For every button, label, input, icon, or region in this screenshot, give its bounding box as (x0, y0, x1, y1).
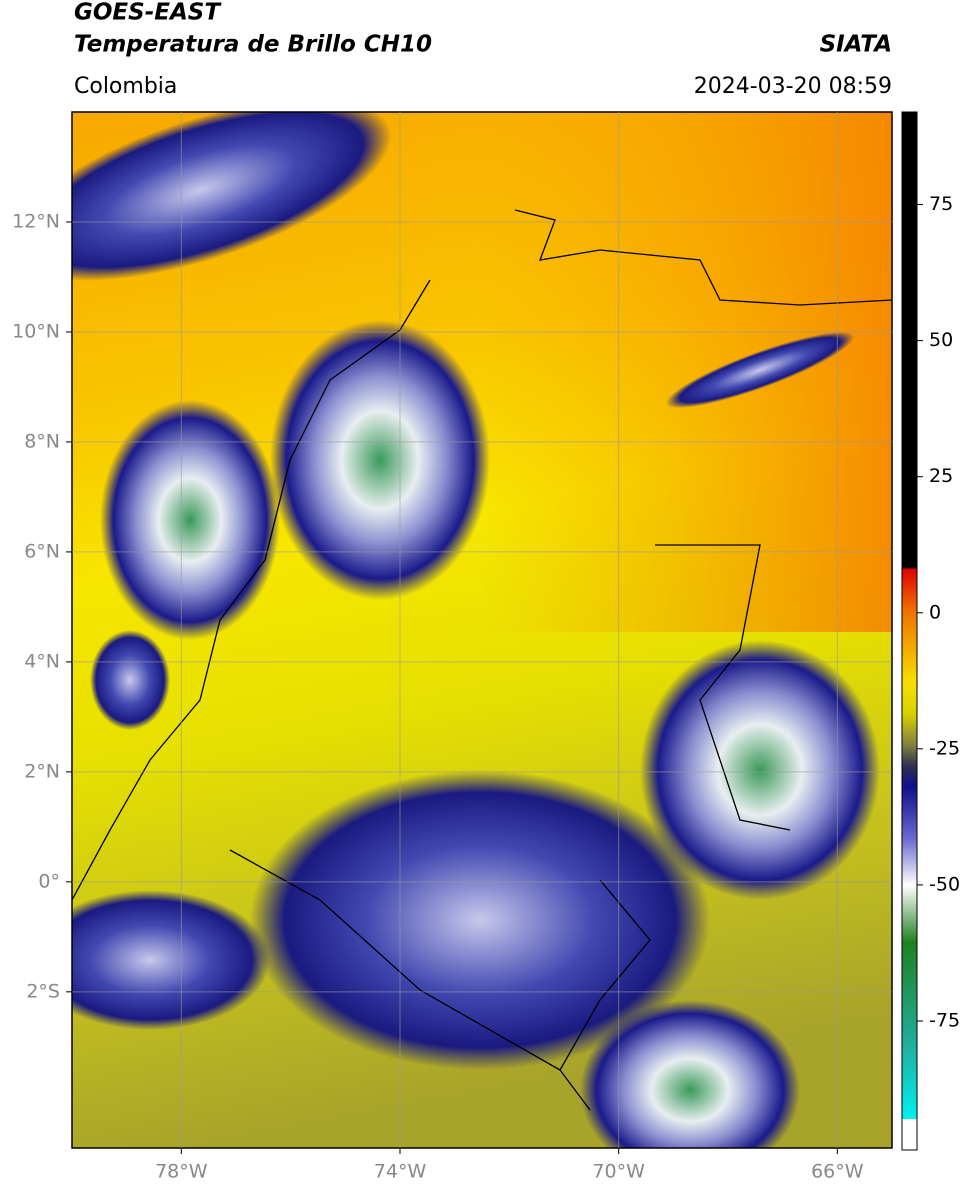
y-tick-label: 0° (38, 870, 60, 892)
y-tick-label: 8°N (24, 430, 60, 452)
colorbar-tick-label: 0 (929, 601, 941, 623)
y-tick-label: 6°N (24, 540, 60, 562)
map-frame (71, 111, 893, 1149)
satellite-image (72, 112, 892, 1148)
y-tick-label: 4°N (24, 650, 60, 672)
y-tick-label: 10°N (12, 320, 60, 342)
source: SIATA (820, 32, 892, 58)
colorbar-tick-label: 25 (929, 465, 953, 487)
subtitle: Temperatura de Brillo CH10 (74, 32, 432, 58)
y-tick-label: 2°S (26, 980, 60, 1002)
x-tick-label: 78°W (155, 1161, 208, 1183)
region: Colombia (74, 74, 177, 99)
colorbar-tick-label: -75 (929, 1009, 960, 1031)
datetime: 2024-03-20 08:59 (694, 74, 892, 99)
x-tick-label: 74°W (374, 1161, 427, 1183)
x-tick-label: 70°W (592, 1161, 645, 1183)
colorbar-tick-label: -50 (929, 873, 960, 895)
y-tick-label: 12°N (12, 210, 60, 232)
colorbar-tick-label: -25 (929, 737, 960, 759)
colorbar-tick-label: 50 (929, 329, 953, 351)
colorbar-tick-label: 75 (929, 193, 953, 215)
x-tick-label: 66°W (811, 1161, 864, 1183)
y-tick-label: 2°N (24, 760, 60, 782)
title: GOES-EAST (74, 0, 222, 26)
colorbar (901, 111, 918, 1151)
